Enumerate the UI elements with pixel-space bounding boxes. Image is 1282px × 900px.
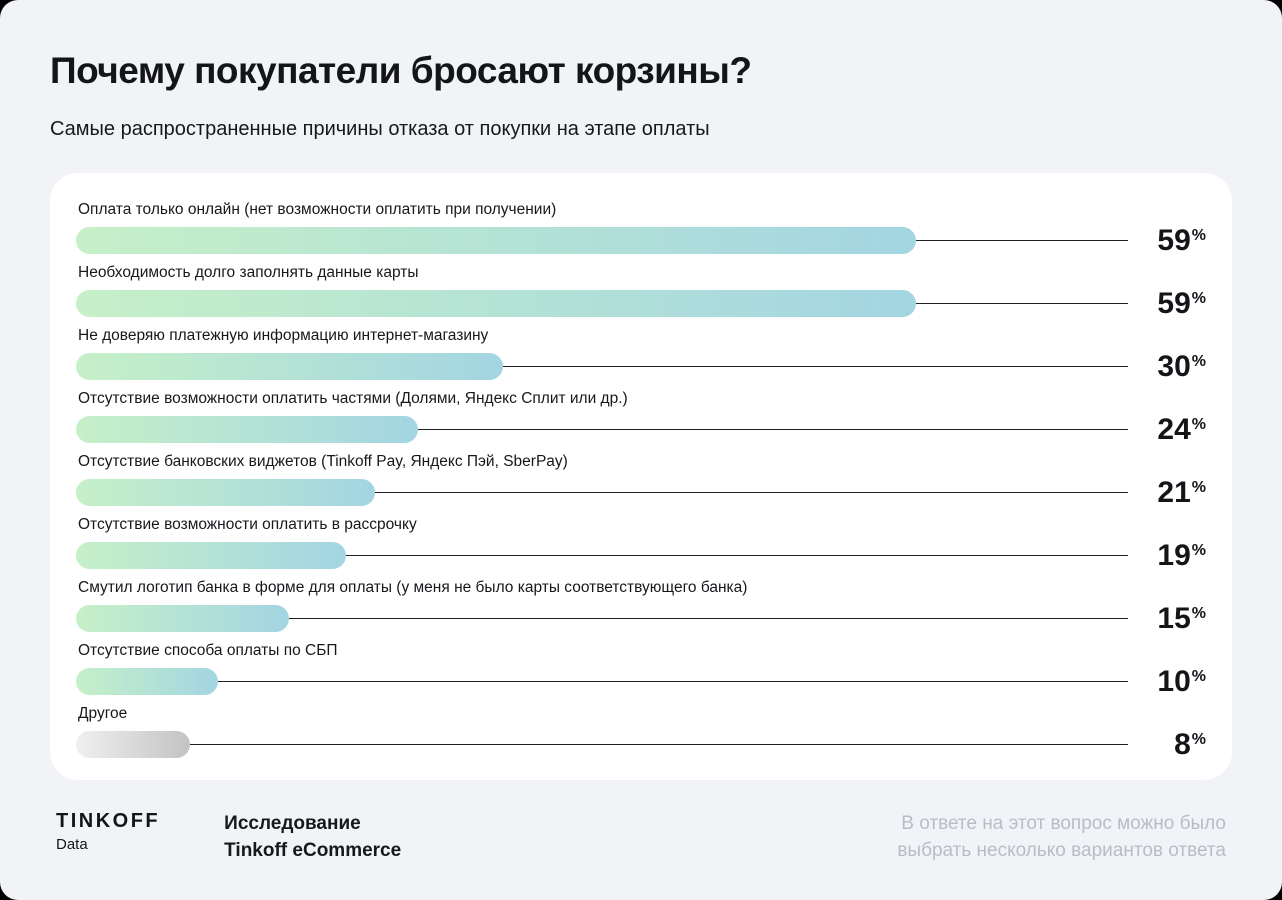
value-number: 15 [1157,601,1191,635]
bar-track: 8% [76,727,1206,761]
value-label: 15% [1140,601,1206,635]
brand-logo: TINKOFF Data [56,810,160,853]
value-percent-sign: % [1191,415,1206,433]
bar-chart: Оплата только онлайн (нет возможности оп… [76,201,1206,761]
bar [76,290,916,317]
bar [76,668,219,695]
page-subtitle: Самые распространенные причины отказа от… [50,118,710,140]
value-label: 24% [1140,412,1206,446]
bar [76,227,916,254]
bar-track: 19% [76,538,1206,572]
bar-label: Отсутствие возможности оплатить в рассро… [78,516,417,533]
bar [76,731,190,758]
value-percent-sign: % [1191,541,1206,559]
value-number: 8 [1174,727,1191,761]
leader-line [374,492,1128,493]
brand-name: TINKOFF [56,810,161,832]
bar-row: Необходимость долго заполнять данные кар… [76,264,1206,320]
footnote-line-1: В ответе на этот вопрос можно было [901,813,1226,834]
value-percent-sign: % [1191,289,1206,307]
source-text: Исследование Tinkoff eCommerce [224,810,401,864]
bar-label: Отсутствие банковских виджетов (Tinkoff … [78,453,568,470]
source-line-1: Исследование [224,813,361,834]
value-number: 19 [1157,538,1191,572]
brand-sub: Data [56,836,88,853]
leader-line [417,429,1128,430]
source-line-2: Tinkoff eCommerce [224,840,402,861]
leader-line [915,303,1128,304]
bar-row: Отсутствие возможности оплатить частями … [76,390,1206,446]
leader-line [218,681,1128,682]
footer: TINKOFF Data Исследование Tinkoff eComme… [50,810,1232,864]
bar [76,479,375,506]
bar-track: 59% [76,286,1206,320]
value-number: 24 [1157,412,1191,446]
bar-track: 24% [76,412,1206,446]
value-percent-sign: % [1191,730,1206,748]
bar-track: 59% [76,223,1206,257]
bar-track: 30% [76,349,1206,383]
footnote: В ответе на этот вопрос можно было выбра… [897,810,1226,864]
bar [76,416,418,443]
value-label: 21% [1140,475,1206,509]
value-number: 59 [1157,286,1191,320]
value-label: 59% [1140,223,1206,257]
value-label: 10% [1140,664,1206,698]
leader-line [189,744,1128,745]
bar-row: Отсутствие возможности оплатить в рассро… [76,516,1206,572]
bar-row: Не доверяю платежную информацию интернет… [76,327,1206,383]
bar-label: Смутил логотип банка в форме для оплаты … [78,579,748,596]
bar-row: Оплата только онлайн (нет возможности оп… [76,201,1206,257]
bar-row: Смутил логотип банка в форме для оплаты … [76,579,1206,635]
bar-label: Отсутствие возможности оплатить частями … [78,390,628,407]
leader-line [502,366,1128,367]
bar-track: 10% [76,664,1206,698]
value-label: 59% [1140,286,1206,320]
footnote-line-2: выбрать несколько вариантов ответа [897,840,1226,861]
chart-card: Оплата только онлайн (нет возможности оп… [50,173,1232,780]
value-percent-sign: % [1191,604,1206,622]
bar [76,605,290,632]
leader-line [289,618,1128,619]
bar-row: Отсутствие способа оплаты по СБП 10% [76,642,1206,698]
leader-line [346,555,1128,556]
value-label: 30% [1140,349,1206,383]
bar [76,353,503,380]
value-number: 21 [1157,475,1191,509]
bar-label: Другое [78,705,128,722]
bar-row: Другое 8% [76,705,1206,761]
value-label: 8% [1140,727,1206,761]
bar-label: Не доверяю платежную информацию интернет… [78,327,489,344]
value-percent-sign: % [1191,226,1206,244]
value-percent-sign: % [1191,478,1206,496]
bar-label: Отсутствие способа оплаты по СБП [78,642,338,659]
bar [76,542,347,569]
bar-label: Оплата только онлайн (нет возможности оп… [78,201,557,218]
value-label: 19% [1140,538,1206,572]
page-title: Почему покупатели бросают корзины? [50,50,752,91]
bar-row: Отсутствие банковских виджетов (Tinkoff … [76,453,1206,509]
value-number: 59 [1157,223,1191,257]
value-percent-sign: % [1191,352,1206,370]
leader-line [915,240,1128,241]
bar-track: 15% [76,601,1206,635]
value-percent-sign: % [1191,667,1206,685]
bar-track: 21% [76,475,1206,509]
value-number: 30 [1157,349,1191,383]
value-number: 10 [1157,664,1191,698]
bar-label: Необходимость долго заполнять данные кар… [78,264,419,281]
